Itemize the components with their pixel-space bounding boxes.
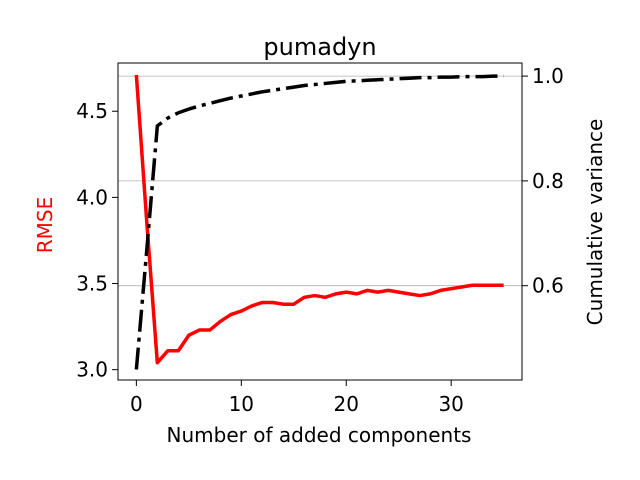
y-left-tick-label-0: 3.0 (76, 358, 108, 382)
series-layer (134, 74, 504, 370)
y-left-tick-label-3: 4.5 (76, 99, 108, 123)
x-axis-label: Number of added components (167, 423, 472, 447)
series-line-1 (134, 74, 504, 370)
y-left-tick-label-1: 3.5 (76, 272, 108, 296)
y-right-tick-label-0: 0.6 (532, 274, 564, 298)
x-tick-label-3: 30 (438, 392, 463, 416)
y-left-tick-label-2: 4.0 (76, 185, 108, 209)
ticks: 0 10 20 30 3.0 3.5 4.0 4.5 0.6 0.8 1.0 (76, 64, 564, 416)
y-right-tick-label-2: 1.0 (532, 64, 564, 88)
series-line-0 (134, 74, 504, 365)
chart-title: pumadyn (263, 33, 376, 61)
x-tick-label-2: 20 (334, 392, 359, 416)
y-right-tick-label-1: 0.8 (532, 169, 564, 193)
x-tick-label-1: 10 (229, 392, 254, 416)
grid (118, 75, 522, 287)
y-axis-label-right: Cumulative variance (583, 119, 607, 326)
x-tick-label-0: 0 (130, 392, 143, 416)
plot-frame (117, 62, 523, 381)
y-axis-label-left: RMSE (33, 197, 57, 253)
